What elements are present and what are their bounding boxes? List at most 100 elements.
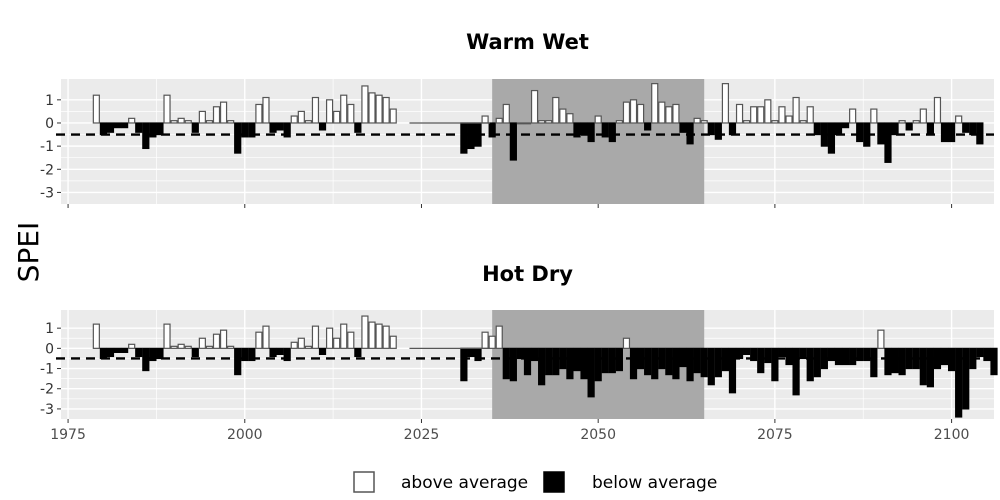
bar-2069 (728, 122, 737, 136)
bar-2009 (304, 120, 312, 124)
bar-2045 (559, 108, 567, 124)
bar-2086 (849, 347, 857, 366)
bar-2013 (333, 337, 341, 349)
bar-2007 (290, 115, 298, 124)
bar-2079 (799, 347, 807, 360)
bar-1991 (177, 117, 185, 124)
x-tick-label: 2075 (757, 427, 793, 443)
legend-label-above-average: above average (401, 473, 528, 493)
bar-2049 (587, 122, 595, 143)
bar-2081 (813, 122, 821, 136)
bar-2086 (849, 108, 857, 124)
bar-2037 (502, 103, 510, 124)
bar-2036 (495, 325, 503, 349)
bar-2084 (834, 347, 843, 366)
bar-2041 (530, 347, 539, 362)
bar-2076 (778, 106, 786, 124)
y-tick-label: 0 (45, 116, 54, 132)
bar-2075 (771, 120, 779, 124)
bar-2031 (460, 122, 468, 154)
bar-2008 (297, 337, 305, 349)
bar-2076 (778, 347, 786, 358)
bar-2096 (919, 108, 927, 124)
bar-2102 (962, 122, 970, 133)
bar-2090 (877, 329, 885, 349)
bar-2060 (665, 106, 673, 124)
bar-2054 (622, 101, 631, 124)
bar-2091 (884, 347, 892, 376)
bar-2060 (665, 347, 673, 376)
bar-2092 (891, 122, 899, 136)
bar-1988 (156, 122, 164, 136)
bar-1991 (177, 343, 185, 349)
bar-1996 (212, 106, 221, 124)
bar-2103 (969, 122, 977, 136)
bar-2035 (488, 335, 496, 349)
x-tick-label: 1975 (50, 427, 86, 443)
bar-2057 (644, 347, 652, 376)
bar-1984 (128, 117, 136, 124)
bar-1979 (92, 323, 100, 349)
bar-2006 (283, 347, 291, 362)
shaded-period (492, 79, 705, 204)
bar-2010 (311, 96, 320, 124)
bar-2015 (347, 103, 355, 124)
y-tick-label: -1 (40, 139, 54, 155)
bar-2062 (679, 122, 687, 133)
bar-2014 (340, 323, 348, 349)
x-tick-label: 2000 (227, 427, 263, 443)
bar-2001 (248, 347, 256, 362)
bar-2077 (785, 115, 793, 124)
bar-2071 (743, 347, 751, 356)
bar-2080 (806, 347, 814, 382)
y-tick-label: -2 (40, 162, 54, 178)
bar-2048 (580, 347, 588, 380)
bar-2056 (636, 103, 645, 124)
bar-2004 (269, 347, 277, 358)
bar-2072 (750, 347, 758, 362)
bar-2083 (827, 122, 836, 154)
bar-2089 (870, 108, 878, 124)
bar-2088 (863, 347, 871, 362)
bar-2073 (757, 347, 765, 374)
bar-2098 (933, 347, 942, 370)
bar-2063 (686, 347, 694, 382)
y-axis-label: SPEI (12, 222, 45, 283)
bar-2000 (241, 122, 249, 138)
bar-2011 (318, 347, 327, 356)
bar-2064 (693, 117, 701, 124)
bar-1984 (128, 343, 136, 349)
bar-1992 (184, 345, 192, 349)
panel-title: Warm Wet (466, 30, 589, 54)
bar-2058 (651, 83, 659, 124)
bar-2049 (587, 347, 595, 398)
bar-2039 (516, 347, 525, 360)
bar-2045 (559, 347, 567, 370)
bar-2071 (743, 120, 751, 124)
bar-2072 (750, 106, 758, 124)
bar-2074 (764, 99, 772, 124)
bar-2048 (580, 122, 588, 136)
bar-2054 (622, 337, 631, 349)
bar-2012 (325, 327, 334, 349)
bar-2019 (375, 323, 383, 349)
bar-2051 (601, 122, 609, 138)
bar-2085 (841, 347, 850, 366)
bar-2087 (856, 122, 864, 143)
bar-1990 (170, 345, 178, 349)
bar-1980 (99, 122, 108, 136)
bar-2061 (672, 347, 680, 380)
bar-2010 (311, 325, 320, 349)
bar-1983 (121, 122, 129, 129)
bar-2078 (792, 347, 800, 396)
bar-2055 (629, 99, 638, 124)
bar-2070 (735, 103, 744, 124)
bar-2013 (333, 110, 341, 124)
y-tick-label: -3 (40, 402, 54, 418)
bar-2094 (905, 122, 913, 131)
bar-1997 (219, 101, 228, 124)
bar-2099 (940, 122, 949, 143)
legend-label-below-average: below average (592, 473, 717, 493)
bar-2093 (898, 347, 906, 376)
